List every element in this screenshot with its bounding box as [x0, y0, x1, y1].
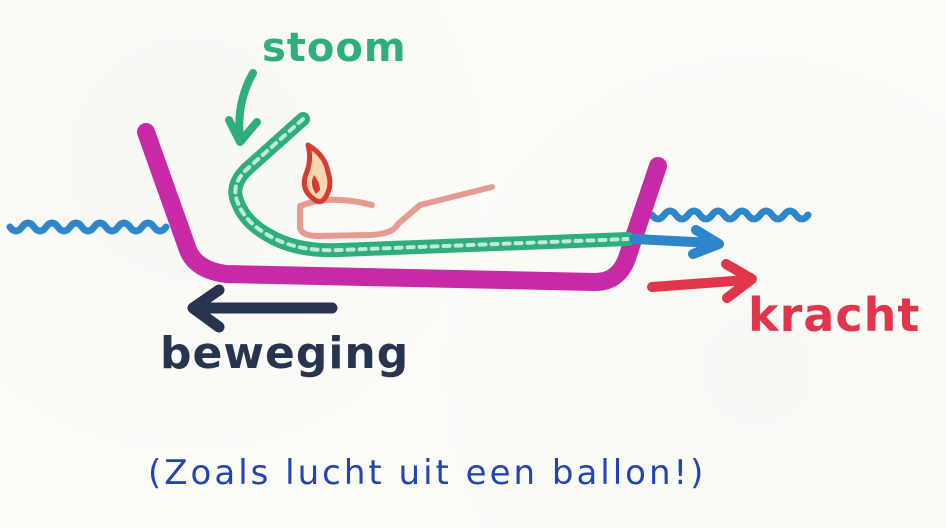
water-right [648, 207, 812, 223]
kracht-arrowhead [721, 259, 757, 303]
balloon-note: (Zoals lucht uit een ballon!) [148, 453, 707, 493]
exhaust-arrow [629, 234, 718, 248]
stoom-arrowhead [225, 116, 261, 146]
beweging-arrowhead [187, 284, 225, 333]
water-left [6, 219, 170, 235]
beweging-label: beweging [160, 328, 410, 379]
steam-pipe [228, 112, 635, 258]
burner-top [297, 196, 375, 209]
flame-icon [301, 142, 333, 205]
kracht-label: kracht [748, 288, 921, 342]
kracht-arrow [647, 275, 752, 292]
burner-tray [297, 184, 495, 239]
flame-core [311, 175, 320, 194]
boat-hull [137, 123, 667, 291]
stoom-label: stoom [262, 25, 407, 71]
exhaust-arrowhead [688, 225, 724, 259]
steam-pipe-highlight [233, 117, 630, 253]
